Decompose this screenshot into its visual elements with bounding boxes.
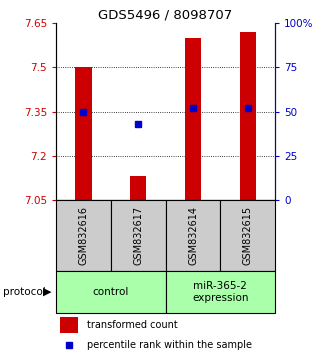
Text: ▶: ▶	[43, 287, 52, 297]
Bar	[166, 200, 220, 271]
Text: transformed count: transformed count	[87, 320, 177, 330]
Text: GSM832615: GSM832615	[243, 206, 253, 265]
Text: GSM832614: GSM832614	[188, 206, 198, 265]
Bar	[56, 271, 166, 313]
Title: GDS5496 / 8098707: GDS5496 / 8098707	[99, 9, 233, 22]
Bar	[130, 176, 147, 200]
Bar	[111, 200, 166, 271]
Text: miR-365-2
expression: miR-365-2 expression	[192, 281, 249, 303]
Text: GSM832616: GSM832616	[78, 206, 88, 265]
Text: protocol: protocol	[3, 287, 46, 297]
Text: control: control	[92, 287, 129, 297]
Bar	[166, 271, 275, 313]
Bar	[75, 67, 92, 200]
Text: percentile rank within the sample: percentile rank within the sample	[87, 341, 252, 350]
Bar	[240, 32, 256, 200]
Bar	[220, 200, 275, 271]
Bar	[60, 317, 78, 333]
Text: GSM832617: GSM832617	[133, 206, 143, 265]
Bar	[185, 38, 201, 200]
Bar	[56, 200, 111, 271]
